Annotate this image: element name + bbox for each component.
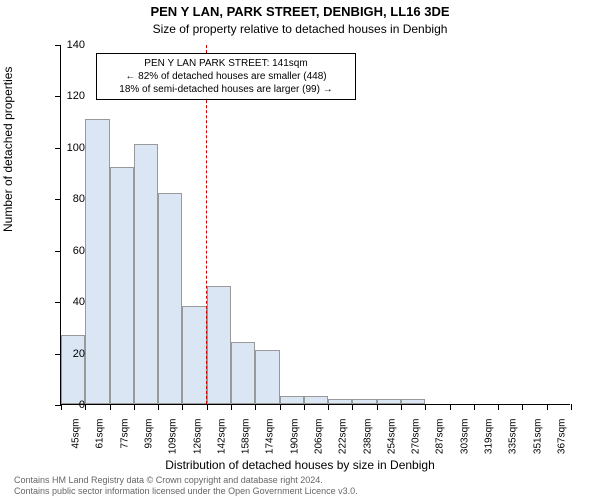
histogram-bar — [280, 396, 304, 404]
annotation-line-2: ← 82% of detached houses are smaller (44… — [103, 70, 349, 83]
y-axis-title: Number of detached properties — [1, 67, 15, 232]
x-tick — [85, 404, 86, 410]
x-tick-label: 270sqm — [411, 419, 422, 469]
histogram-bar — [352, 399, 376, 404]
x-tick — [547, 404, 548, 410]
x-tick — [182, 404, 183, 410]
footer-line-1: Contains HM Land Registry data © Crown c… — [14, 475, 358, 486]
y-tick-label: 80 — [45, 193, 85, 205]
x-tick — [158, 404, 159, 410]
x-tick — [255, 404, 256, 410]
x-tick-label: 142sqm — [216, 419, 227, 469]
x-tick — [522, 404, 523, 410]
histogram-bar — [231, 342, 255, 404]
x-tick-label: 303sqm — [459, 419, 470, 469]
footer-attribution: Contains HM Land Registry data © Crown c… — [14, 475, 358, 497]
x-tick — [498, 404, 499, 410]
histogram-bar — [255, 350, 279, 404]
x-tick-label: 335sqm — [508, 419, 519, 469]
annotation-box: PEN Y LAN PARK STREET: 141sqm← 82% of de… — [96, 53, 356, 100]
x-tick — [425, 404, 426, 410]
x-tick — [450, 404, 451, 410]
y-tick-label: 100 — [45, 142, 85, 154]
chart-title: PEN Y LAN, PARK STREET, DENBIGH, LL16 3D… — [0, 4, 600, 19]
x-tick-label: 287sqm — [435, 419, 446, 469]
x-tick-label: 93sqm — [144, 419, 155, 469]
histogram-bar — [401, 399, 425, 404]
x-tick-label: 77sqm — [119, 419, 130, 469]
x-tick — [571, 404, 572, 410]
x-tick — [401, 404, 402, 410]
x-tick-label: 367sqm — [556, 419, 567, 469]
histogram-bar — [377, 399, 401, 404]
x-tick — [352, 404, 353, 410]
annotation-line-3: 18% of semi-detached houses are larger (… — [103, 83, 349, 96]
chart-subtitle: Size of property relative to detached ho… — [0, 22, 600, 36]
x-tick-label: 351sqm — [532, 419, 543, 469]
x-tick — [207, 404, 208, 410]
x-tick-label: 238sqm — [362, 419, 373, 469]
footer-line-2: Contains public sector information licen… — [14, 486, 358, 497]
x-tick-label: 319sqm — [484, 419, 495, 469]
x-tick-label: 190sqm — [289, 419, 300, 469]
x-tick — [134, 404, 135, 410]
y-tick-label: 40 — [45, 296, 85, 308]
x-tick-label: 254sqm — [386, 419, 397, 469]
histogram-bar — [61, 335, 85, 404]
x-tick-label: 206sqm — [314, 419, 325, 469]
histogram-bar — [207, 286, 231, 404]
x-tick-label: 126sqm — [192, 419, 203, 469]
x-tick — [377, 404, 378, 410]
y-tick-label: 60 — [45, 245, 85, 257]
y-tick-label: 140 — [45, 39, 85, 51]
x-tick — [110, 404, 111, 410]
histogram-bar — [328, 399, 352, 404]
x-tick-label: 158sqm — [241, 419, 252, 469]
x-tick-label: 45sqm — [71, 419, 82, 469]
x-tick — [231, 404, 232, 410]
histogram-bar — [182, 306, 206, 404]
x-tick-label: 174sqm — [265, 419, 276, 469]
histogram-bar — [158, 193, 182, 404]
y-tick-label: 0 — [45, 399, 85, 411]
histogram-bar — [304, 396, 328, 404]
x-tick — [474, 404, 475, 410]
x-tick — [304, 404, 305, 410]
annotation-line-1: PEN Y LAN PARK STREET: 141sqm — [103, 57, 349, 70]
x-tick-label: 61sqm — [95, 419, 106, 469]
histogram-bar — [85, 119, 109, 404]
x-tick-label: 109sqm — [168, 419, 179, 469]
x-tick — [328, 404, 329, 410]
histogram-bar — [110, 167, 134, 404]
plot-area: PEN Y LAN PARK STREET: 141sqm← 82% of de… — [60, 45, 570, 405]
histogram-bar — [134, 144, 158, 404]
x-tick-label: 222sqm — [338, 419, 349, 469]
y-tick-label: 20 — [45, 348, 85, 360]
x-tick — [280, 404, 281, 410]
y-tick-label: 120 — [45, 90, 85, 102]
